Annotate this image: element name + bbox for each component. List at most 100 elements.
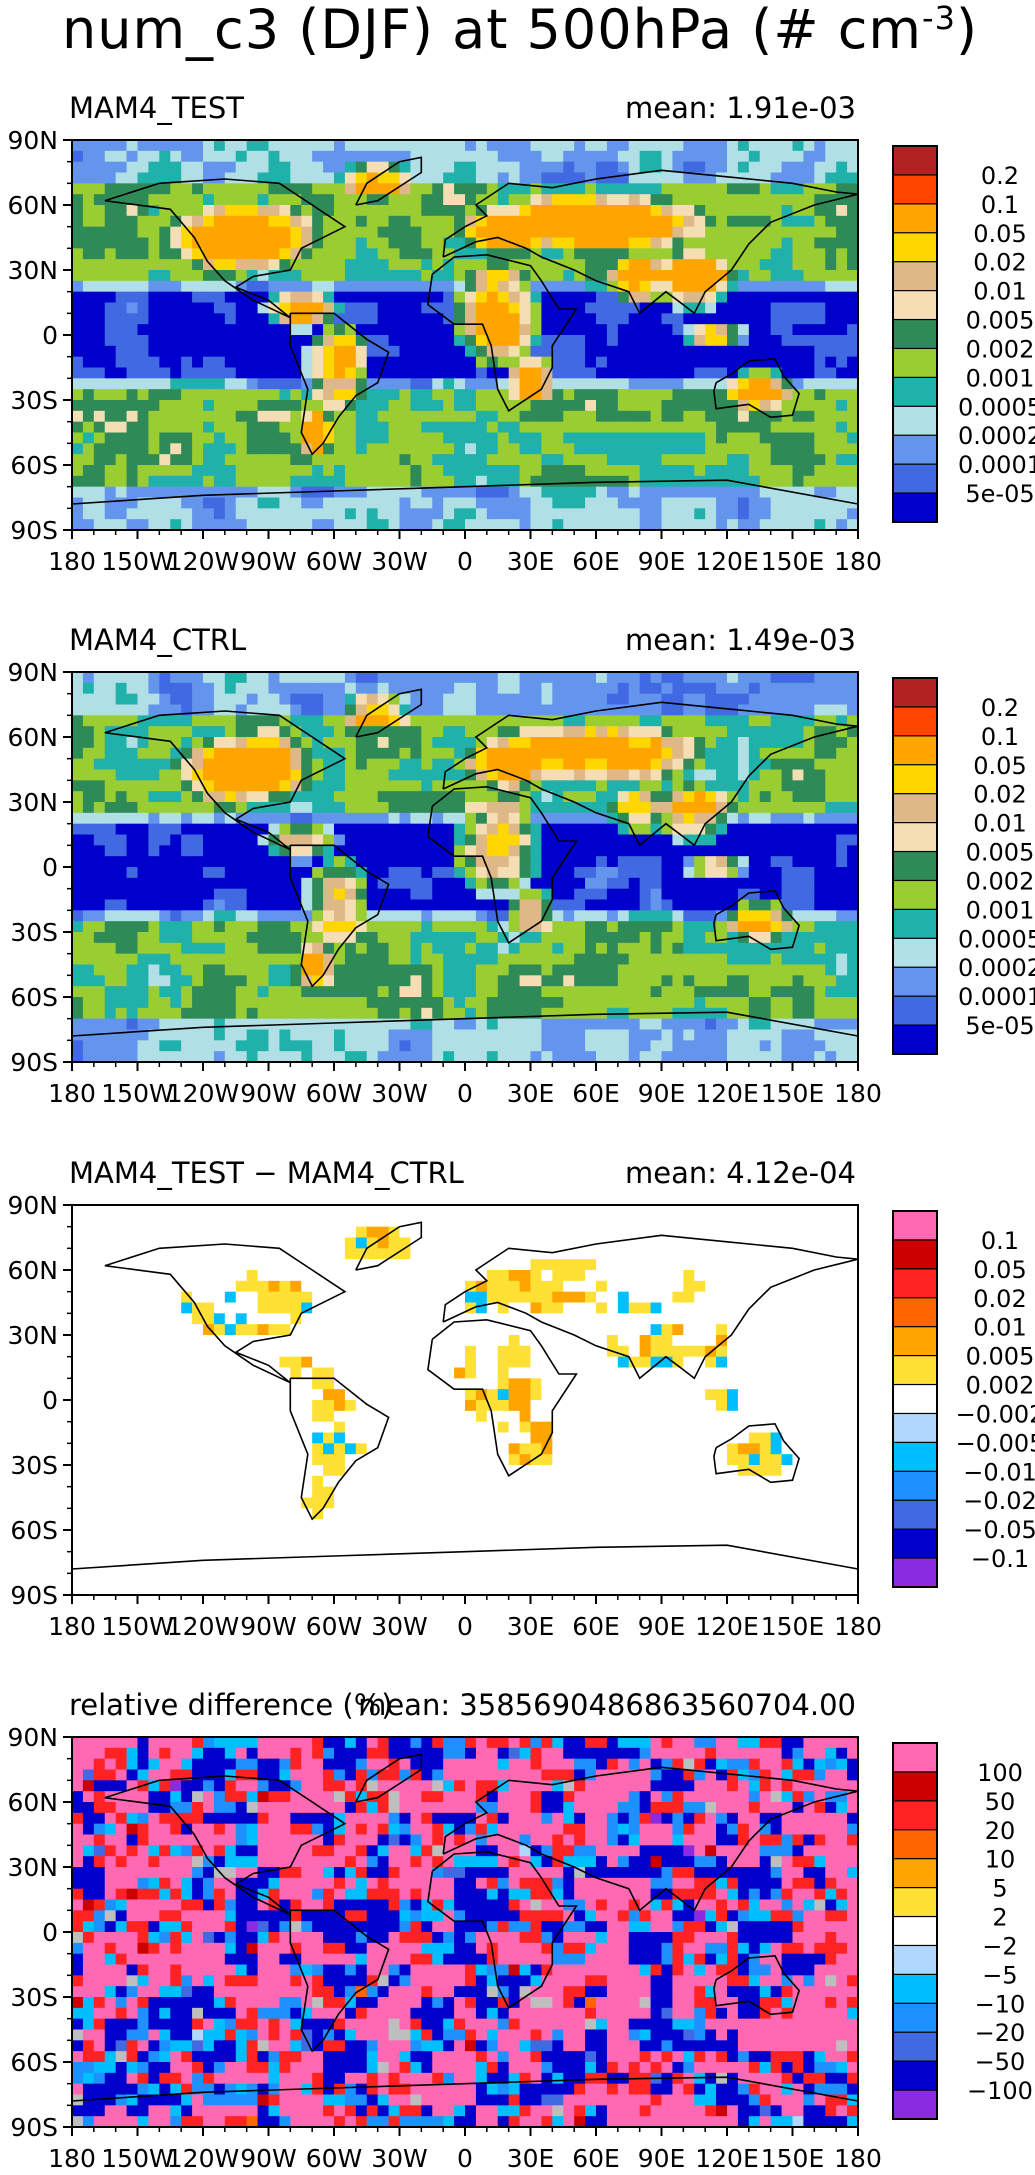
map-cell <box>334 497 346 509</box>
map-cell <box>705 877 717 890</box>
map-cell <box>181 519 193 531</box>
colorbar-label: 5e-05 <box>965 480 1034 508</box>
map-cell <box>344 942 357 955</box>
map-cell <box>574 183 586 195</box>
map-cell <box>574 769 586 781</box>
map-cell <box>137 758 150 771</box>
map-cell <box>268 205 281 217</box>
map-cell <box>781 205 794 217</box>
map-cell <box>617 942 630 955</box>
map-cell <box>759 194 772 206</box>
map-cell <box>159 823 171 836</box>
map-cell <box>508 313 521 325</box>
map-cell <box>628 302 641 314</box>
map-cell <box>530 400 543 412</box>
map-cell <box>181 454 193 466</box>
map-cell <box>519 942 532 955</box>
map-cell <box>530 302 543 314</box>
map-cell <box>716 248 728 260</box>
map-cell <box>781 335 794 347</box>
map-cell <box>290 747 302 760</box>
map-cell <box>552 758 564 771</box>
map-cell <box>683 975 695 987</box>
map-cell <box>737 324 750 336</box>
map-cell <box>137 226 150 239</box>
map-cell <box>279 758 291 771</box>
map-cell <box>781 302 794 314</box>
map-cell <box>475 475 488 488</box>
map-cell <box>737 313 750 325</box>
map-cell <box>334 932 346 944</box>
map-cell <box>257 942 270 955</box>
map-cell <box>530 259 543 271</box>
map-cell <box>486 259 499 271</box>
map-cell <box>836 378 848 390</box>
map-cell <box>486 291 499 304</box>
map-cell <box>72 280 84 293</box>
map-cell <box>814 161 826 174</box>
map-cell <box>541 888 553 901</box>
map-cell <box>454 780 466 792</box>
map-cell <box>563 780 575 792</box>
map-cell <box>192 389 204 401</box>
map-cell <box>377 443 390 455</box>
map-cell <box>454 345 466 358</box>
map-cell <box>694 747 706 760</box>
map-cell <box>170 758 182 771</box>
map-cell <box>213 932 226 944</box>
map-cell <box>377 280 390 293</box>
map-cell <box>421 497 433 509</box>
map-cell <box>159 758 171 771</box>
map-cell <box>585 356 597 369</box>
map-cell <box>344 856 357 868</box>
map-cell <box>377 672 390 684</box>
map-cell <box>192 486 204 499</box>
map-cell <box>628 313 641 325</box>
map-cell <box>683 780 695 792</box>
map-cell <box>235 508 248 520</box>
map-cell <box>224 758 237 771</box>
map-cell <box>148 823 160 836</box>
map-cell <box>443 726 455 738</box>
map-cell <box>235 140 248 152</box>
map-cell <box>268 280 281 293</box>
map-cell <box>82 421 95 434</box>
map-cell <box>519 215 532 228</box>
map-cell <box>770 194 783 206</box>
map-cell <box>257 975 270 987</box>
map-cell <box>639 519 652 531</box>
map-cell <box>672 877 684 890</box>
map-cell <box>825 867 837 879</box>
map-cell <box>825 335 837 347</box>
map-cell <box>355 997 368 1009</box>
map-cell <box>606 183 619 195</box>
map-cell <box>727 161 739 174</box>
map-cell <box>759 747 772 760</box>
map-cell <box>72 161 84 174</box>
map-cell <box>323 975 335 987</box>
map-cell <box>716 867 728 879</box>
map-cell <box>454 910 466 922</box>
map-cell <box>312 356 324 369</box>
map-cell <box>694 715 706 727</box>
map-cell <box>563 877 575 890</box>
map-cell <box>465 335 477 347</box>
map-cell <box>530 802 543 814</box>
map-cell <box>814 823 826 836</box>
map-cell <box>366 812 379 825</box>
map-cell <box>170 226 182 239</box>
map-cell <box>290 834 302 846</box>
map-cell <box>301 248 313 260</box>
map-cell <box>399 400 412 412</box>
map-cell <box>203 367 215 379</box>
map-cell <box>279 975 291 987</box>
map-cell <box>388 672 401 684</box>
map-cell <box>104 291 117 304</box>
map-cell <box>628 486 641 499</box>
map-cell <box>596 226 608 239</box>
map-cell <box>93 183 106 195</box>
map-cell <box>661 780 674 792</box>
map-cell <box>170 693 182 706</box>
map-cell <box>825 997 837 1009</box>
map-cell <box>454 194 466 206</box>
